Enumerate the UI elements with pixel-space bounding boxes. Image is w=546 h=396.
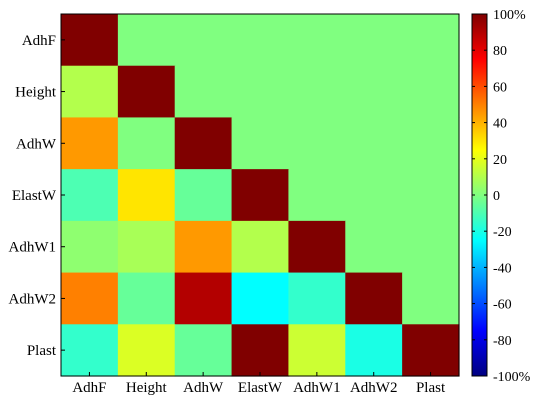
heatmap-cell-AdhW1-AdhW1: [288, 220, 346, 274]
heatmap-cell-Plast-Plast: [402, 324, 460, 377]
colorbar-tick-label: -60: [493, 298, 512, 313]
heatmap-cell-AdhW-AdhF: [61, 117, 119, 170]
heatmap-cell-AdhF-AdhF: [61, 14, 119, 67]
column-label: AdhW1: [293, 380, 341, 396]
heatmap-cell-AdhW-AdhW: [174, 117, 233, 170]
column-labels: AdhF Height AdhW ElastW AdhW1 AdhW2 Plast: [72, 372, 446, 396]
heatmap-cell-ElastW-AdhW2: [345, 169, 403, 222]
heatmap-cell-AdhW2-AdhW2: [345, 272, 403, 325]
heatmap-cell-AdhW1-AdhW: [174, 220, 233, 274]
heatmap-cell-ElastW-Height: [117, 169, 176, 222]
heatmap-cell-Plast-AdhW1: [288, 324, 346, 377]
heatmap-cell-AdhW1-AdhF: [61, 220, 119, 274]
colorbar-tick-label: -40: [493, 261, 512, 276]
colorbar-tick-label: -20: [493, 225, 512, 240]
heatmap-cell-AdhW2-ElastW: [231, 272, 290, 325]
heatmap-cell-AdhF-AdhW: [174, 14, 233, 67]
row-label: AdhW: [16, 136, 57, 152]
heatmap-cell-Plast-ElastW: [231, 324, 290, 377]
heatmap-cell-Plast-Height: [117, 324, 176, 377]
row-label: AdhF: [22, 33, 56, 49]
heatmap-cell-AdhW1-Height: [117, 220, 176, 274]
heatmap-cell-AdhW1-ElastW: [231, 220, 290, 274]
heatmap-cell-AdhW2-AdhW: [174, 272, 233, 325]
heatmap-cell-Height-AdhW1: [288, 65, 346, 119]
heatmap-cell-Plast-AdhF: [61, 324, 119, 377]
heatmap-cell-ElastW-AdhW1: [288, 169, 346, 222]
colorbar-tick-label: -80: [493, 334, 512, 349]
heatmap-cell-AdhW2-Plast: [402, 272, 460, 325]
colorbar-tick-label: 40: [493, 117, 507, 132]
colorbar-tick-label: 80: [493, 44, 507, 59]
heatmap-cell-AdhW-AdhW2: [345, 117, 403, 170]
heatmap-cell-AdhW2-AdhF: [61, 272, 119, 325]
colorbar-tick-label: 20: [493, 153, 507, 168]
heatmap-cell-ElastW-AdhF: [61, 169, 119, 222]
heatmap-cell-AdhW-AdhW1: [288, 117, 346, 170]
heatmap-cell-AdhW1-AdhW2: [345, 220, 403, 274]
heatmap-cell-AdhW2-Height: [117, 272, 176, 325]
heatmap-cell-AdhF-AdhW1: [288, 14, 346, 67]
heatmap-cell-Height-AdhW: [174, 65, 233, 119]
column-label: Plast: [416, 380, 446, 396]
colorbar-tick-labels: 100% 80 60 40 20 0 -20 -40 -60 -80 -100%: [472, 8, 531, 385]
heatmap-cell-ElastW-Plast: [402, 169, 460, 222]
heatmap-cell-ElastW-AdhW: [174, 169, 233, 222]
heatmap-cell-AdhF-Plast: [402, 14, 460, 67]
colorbar-tick-label: 0: [493, 189, 500, 204]
heatmap-cell-Height-AdhF: [61, 65, 119, 119]
colorbar-tick-label: -100%: [493, 370, 531, 385]
heatmap-cell-AdhW2-AdhW1: [288, 272, 346, 325]
colorbar-tick-label: 60: [493, 80, 507, 95]
heatmap-cell-AdhW-Plast: [402, 117, 460, 170]
heatmap-cell-Plast-AdhW2: [345, 324, 403, 377]
row-label: Height: [15, 85, 57, 101]
heatmap-cell-ElastW-ElastW: [231, 169, 290, 222]
heatmap-cell-AdhW1-Plast: [402, 220, 460, 274]
column-label: AdhF: [72, 380, 106, 396]
heatmap-cell-Height-Plast: [402, 65, 460, 119]
heatmap-cell-AdhF-AdhW2: [345, 14, 403, 67]
heatmap-cell-Height-AdhW2: [345, 65, 403, 119]
row-label: AdhW1: [9, 240, 57, 256]
heatmap-cell-Height-Height: [117, 65, 176, 119]
column-label: ElastW: [238, 380, 283, 396]
column-label: AdhW2: [350, 380, 398, 396]
heatmap-cell-AdhW-ElastW: [231, 117, 290, 170]
heatmap-cells: [61, 14, 460, 377]
colorbar-gradient: [472, 14, 487, 376]
row-label: AdhW2: [9, 291, 57, 307]
heatmap-cell-AdhW-Height: [117, 117, 176, 170]
heatmap-cell-Plast-AdhW: [174, 324, 233, 377]
column-label: Height: [126, 380, 168, 396]
column-label: AdhW: [183, 380, 224, 396]
row-labels: AdhF Height AdhW ElastW AdhW1 AdhW2 Plast: [9, 33, 65, 359]
row-label: Plast: [27, 343, 57, 359]
heatmap-cell-AdhF-ElastW: [231, 14, 290, 67]
heatmap-cell-Height-ElastW: [231, 65, 290, 119]
row-label: ElastW: [12, 188, 57, 204]
heatmap-cell-AdhF-Height: [117, 14, 176, 67]
colorbar-tick-label: 100%: [493, 8, 526, 23]
